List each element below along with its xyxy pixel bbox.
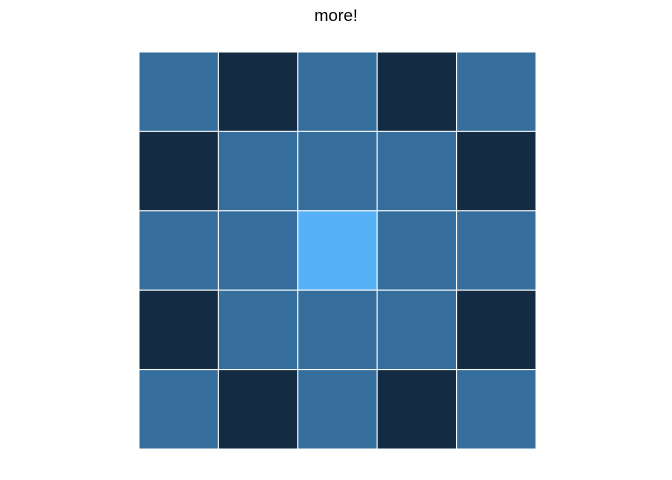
heatmap-cell-r5-c1	[138, 369, 219, 450]
heatmap-cell-r5-c2	[217, 369, 299, 450]
heatmap-cell-r4-c4	[376, 289, 458, 371]
heatmap-cell-r5-c4	[376, 369, 458, 450]
heatmap-cell-r4-c1	[138, 289, 219, 371]
heatmap-cell-r2-c3	[297, 130, 378, 212]
heatmap-cell-r2-c2	[217, 130, 299, 212]
heatmap-cell-r2-c5	[456, 130, 537, 212]
heatmap-cell-r5-c3	[297, 369, 378, 450]
heatmap-cell-r1-c5	[456, 51, 537, 132]
heatmap-cell-r1-c2	[217, 51, 299, 132]
heatmap-cell-r2-c4	[376, 130, 458, 212]
heatmap-cell-r3-c4	[376, 210, 458, 291]
chart-title: more!	[314, 6, 358, 25]
heatmap-cell-r3-c2	[217, 210, 299, 291]
heatmap-cell-r1-c3	[297, 51, 378, 132]
heatmap-cell-r4-c5	[456, 289, 537, 371]
heatmap-cell-r4-c3	[297, 289, 378, 371]
heatmap-cell-r3-c3	[297, 210, 378, 291]
heatmap-cell-r2-c1	[138, 130, 219, 212]
heatmap-cell-r1-c1	[138, 51, 219, 132]
heatmap-cells	[138, 51, 537, 450]
heatmap-cell-r4-c2	[217, 289, 299, 371]
heatmap-cell-r5-c5	[456, 369, 537, 450]
heatmap-cell-r3-c1	[138, 210, 219, 291]
heatmap-cell-r3-c5	[456, 210, 537, 291]
heatmap-cell-r1-c4	[376, 51, 458, 132]
